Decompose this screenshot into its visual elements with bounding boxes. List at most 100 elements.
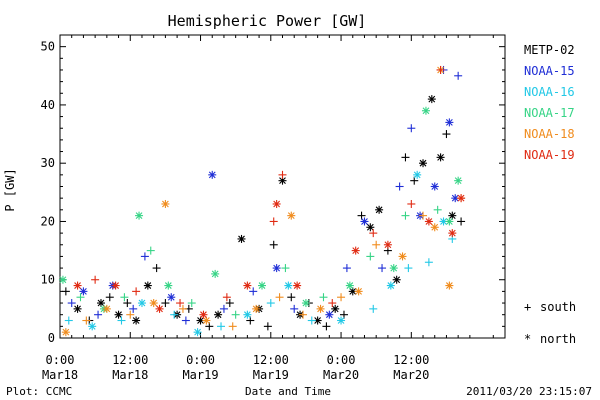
marker-stroke	[162, 200, 169, 208]
noaa-15-south-point	[395, 182, 404, 191]
metp-02-south-point	[152, 264, 161, 273]
noaa-16-north-point	[284, 281, 293, 290]
noaa-15-south-point	[140, 252, 149, 261]
x-tick-label-time: 0:00	[186, 353, 215, 367]
noaa-15-south-point	[181, 316, 190, 325]
marker-stroke	[399, 253, 406, 260]
marker-stroke	[375, 206, 383, 214]
noaa-15-south-point	[378, 264, 387, 273]
noaa-19-north-point	[199, 310, 208, 319]
metp-02-south-point	[263, 322, 272, 331]
metp-02-north-point	[448, 211, 457, 220]
metp-02-south-point	[105, 293, 114, 302]
metp-02-south-point	[246, 316, 255, 325]
legend-entry-metp-02: METP-02	[524, 43, 575, 57]
noaa-18-south-point	[82, 316, 91, 325]
noaa-18-south-point	[372, 240, 381, 249]
noaa-19-south-point	[132, 287, 141, 296]
noaa-18-north-point	[316, 304, 325, 313]
marker-stroke	[387, 282, 395, 289]
metp-02-south-point	[401, 153, 410, 162]
noaa-17-north-point	[58, 275, 67, 284]
chart-title: Hemispheric Power [GW]	[168, 12, 367, 30]
noaa-19-south-point	[407, 199, 416, 208]
noaa-17-north-point	[211, 269, 220, 278]
marker-stroke	[431, 223, 439, 231]
noaa-15-south-point	[67, 299, 76, 308]
marker-stroke	[440, 218, 447, 225]
marker-stroke	[314, 317, 322, 324]
marker-stroke	[167, 293, 175, 301]
metp-02-south-point	[442, 130, 451, 139]
marker-stroke	[337, 317, 345, 324]
marker-stroke	[132, 317, 140, 324]
noaa-19-north-point	[73, 281, 82, 290]
noaa-19-south-point	[278, 170, 287, 179]
noaa-17-north-point	[421, 106, 430, 115]
noaa-19-south-point	[91, 275, 100, 284]
marker-stroke	[454, 177, 462, 185]
noaa-16-north-point	[193, 328, 202, 337]
x-tick-label-date: Mar20	[393, 368, 429, 382]
marker-stroke	[88, 322, 96, 330]
metp-02-south-point	[161, 299, 170, 308]
marker-stroke	[352, 247, 360, 254]
metp-02-north-point	[375, 205, 384, 214]
x-axis: 0:00Mar1812:00Mar180:00Mar1912:00Mar190:…	[42, 35, 494, 382]
noaa-19-south-point	[176, 299, 185, 308]
marker-stroke	[138, 299, 146, 307]
y-tick-label: 10	[41, 273, 55, 287]
marker-stroke	[317, 305, 324, 313]
noaa-15-south-point	[94, 310, 103, 319]
noaa-18-north-point	[445, 281, 454, 290]
marker-stroke	[284, 282, 292, 289]
y-tick-label: 0	[48, 331, 55, 345]
metp-02-south-point	[410, 176, 419, 185]
noaa-18-south-point	[178, 304, 187, 313]
marker-stroke	[445, 218, 453, 225]
noaa-15-south-point	[407, 124, 416, 133]
marker-stroke	[366, 223, 374, 231]
y-axis: 0 10 20 30 40 50	[41, 40, 505, 345]
marker-stroke	[252, 305, 260, 313]
noaa-15-north-point	[272, 264, 281, 273]
noaa-15-north-point	[430, 182, 439, 191]
marker-stroke	[325, 311, 333, 319]
marker-stroke	[115, 311, 122, 319]
marker-stroke	[331, 305, 339, 313]
marker-stroke	[355, 287, 363, 295]
marker-stroke	[59, 276, 67, 284]
metp-02-north-point	[366, 223, 375, 232]
noaa-19-north-point	[351, 246, 360, 255]
footer-timestamp: 2011/03/20 23:15:07	[466, 385, 592, 398]
y-tick-label: 50	[41, 40, 55, 54]
noaa-15-north-point	[208, 170, 217, 179]
noaa-19-north-point	[448, 229, 457, 238]
marker-stroke	[302, 299, 310, 307]
marker-stroke	[425, 218, 433, 225]
noaa-19-south-point	[328, 299, 337, 308]
noaa-19-south-point	[369, 229, 378, 238]
marker-stroke	[144, 282, 152, 289]
noaa-15-north-point	[79, 287, 88, 296]
noaa-16-south-point	[117, 316, 126, 325]
marker-stroke	[135, 212, 143, 220]
marker-stroke	[112, 282, 120, 289]
noaa-18-north-point	[102, 304, 111, 313]
marker-stroke	[80, 287, 87, 295]
marker-stroke	[211, 270, 219, 278]
marker-stroke	[258, 282, 266, 289]
noaa-15-north-point	[360, 217, 369, 226]
metp-02-south-point	[339, 310, 348, 319]
marker-stroke	[437, 153, 444, 161]
noaa-17-south-point	[146, 246, 155, 255]
noaa-17-south-point	[401, 211, 410, 220]
metp-02-south-point	[205, 322, 214, 331]
south-symbol: +	[524, 300, 531, 314]
noaa-19-north-point	[383, 240, 392, 249]
noaa-17-north-point	[301, 299, 310, 308]
noaa-19-south-point	[222, 293, 231, 302]
noaa-16-south-point	[217, 322, 226, 331]
noaa-16-south-point	[369, 304, 378, 313]
noaa-19-north-point	[243, 281, 252, 290]
